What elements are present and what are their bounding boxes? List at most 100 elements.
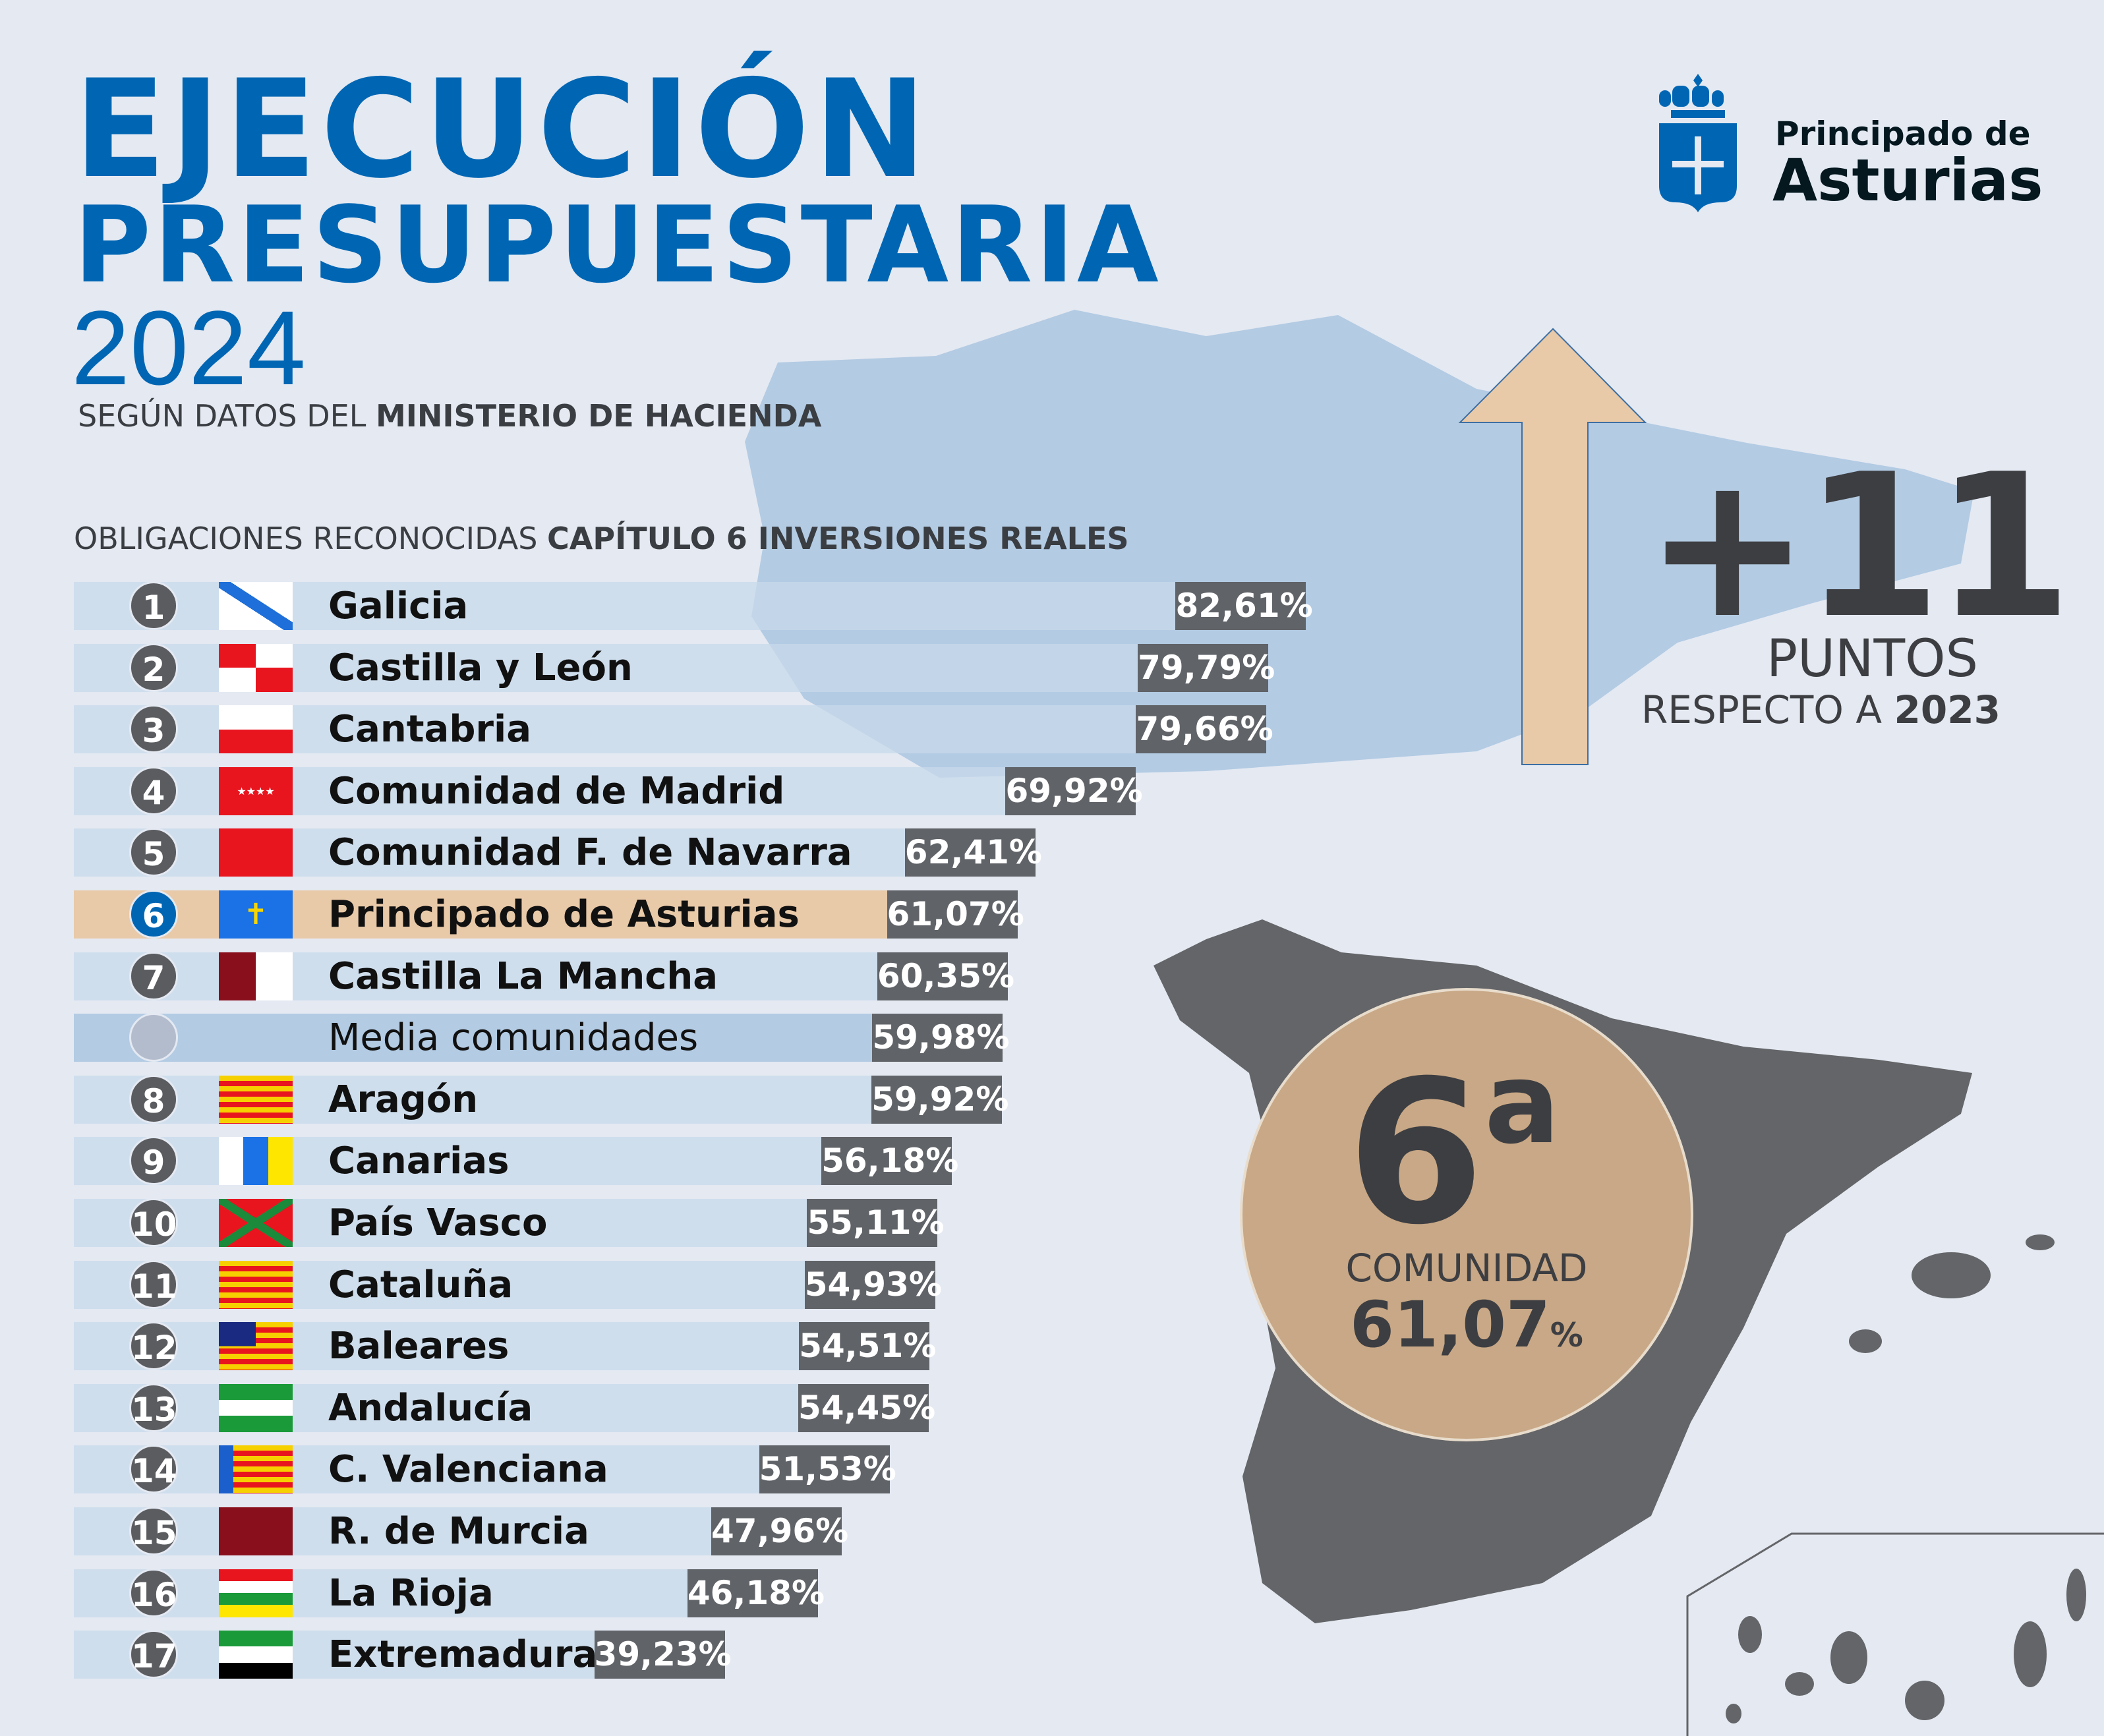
title-year: 2024 <box>71 289 306 407</box>
rank-badge: 9 <box>129 1136 178 1186</box>
value-label: 79,66% <box>1136 705 1273 754</box>
reference-year: 2023 <box>1894 687 2001 732</box>
title-line-1: EJECUCIÓN <box>74 51 931 208</box>
rank-badge: 11 <box>129 1259 178 1309</box>
ranking-badge: 6a COMUNIDAD 61,07% <box>1241 1048 1692 1360</box>
table-row: 3 Cantabria 79,66% <box>74 705 1273 754</box>
ranking-value-pct: % <box>1550 1316 1583 1354</box>
rank-badge: 12 <box>129 1321 178 1371</box>
region-name: Comunidad F. de Navarra <box>328 831 852 875</box>
value-label: 59,98% <box>872 1014 1010 1062</box>
value-label: 54,51% <box>799 1322 936 1371</box>
region-name: Andalucía <box>328 1386 533 1430</box>
ranking-number: 6 <box>1347 1038 1485 1268</box>
section-prefix: OBLIGACIONES RECONOCIDAS <box>74 521 548 556</box>
subtitle: SEGÚN DATOS DEL MINISTERIO DE HACIENDA <box>78 398 821 434</box>
region-name: Media comunidades <box>328 1016 699 1060</box>
section-heading: OBLIGACIONES RECONOCIDAS CAPÍTULO 6 INVE… <box>74 521 1129 556</box>
value-label: 69,92% <box>1005 767 1143 815</box>
delta-unit: PUNTOS <box>1767 629 1979 689</box>
value-label: 54,45% <box>798 1383 935 1432</box>
value-label: 61,07% <box>887 890 1024 939</box>
delta-points: +11 <box>1645 432 2072 662</box>
value-label: 51,53% <box>759 1445 896 1494</box>
rank-badge: 1 <box>129 581 178 630</box>
value-label: 79,79% <box>1138 643 1275 692</box>
subtitle-prefix: SEGÚN DATOS DEL <box>78 398 376 434</box>
rank-badge: 10 <box>129 1198 178 1247</box>
table-row: 7 Castilla La Mancha 60,35% <box>74 951 1014 1000</box>
ranking-ordinal: a <box>1484 1039 1560 1169</box>
rank-badge: 6 <box>129 890 178 939</box>
table-row: Media comunidades 59,98% <box>74 1013 1010 1062</box>
table-row: 5 Comunidad F. de Navarra 62,41% <box>74 828 1042 877</box>
table-row: 1 Galicia 82,61% <box>74 581 1313 630</box>
table-row: 9 Canarias 56,18% <box>74 1136 958 1186</box>
value-label: 39,23% <box>594 1631 732 1679</box>
reference-label: RESPECTO A <box>1641 687 1894 732</box>
value-label: 54,93% <box>804 1260 942 1309</box>
region-name: Castilla La Mancha <box>328 954 718 998</box>
asturias-coat-of-arms-icon <box>1659 74 1737 212</box>
subtitle-source: MINISTERIO DE HACIENDA <box>375 398 822 434</box>
flag-murcia-icon <box>219 1507 293 1555</box>
region-name: País Vasco <box>328 1201 548 1244</box>
region-name: R. de Murcia <box>328 1510 589 1553</box>
flag-cataluna-icon <box>219 1260 293 1309</box>
rank-badge <box>129 1013 178 1062</box>
rank-badge: 8 <box>129 1074 178 1124</box>
flag-andalucia-icon <box>219 1383 293 1432</box>
balearic-islands <box>2026 1234 2055 1250</box>
table-row: 11 Cataluña 54,93% <box>74 1259 942 1309</box>
flag-extremadura-icon <box>219 1631 293 1679</box>
table-row: 17 Extremadura 39,23% <box>74 1630 732 1679</box>
flag-canarias-icon <box>219 1137 293 1186</box>
flag-valencia-icon <box>219 1445 293 1494</box>
flag-rioja-icon <box>219 1569 293 1617</box>
table-row: 4 ★★★★ Comunidad de Madrid 69,92% <box>74 766 1143 815</box>
region-name: La Rioja <box>328 1571 494 1615</box>
value-label: 82,61% <box>1175 582 1313 630</box>
table-row: 16 La Rioja 46,18% <box>74 1568 825 1617</box>
table-row: 8 Aragón 59,92% <box>74 1074 1008 1124</box>
ranking-label: COMUNIDAD <box>1345 1246 1588 1290</box>
table-row: 6 ✝ Principado de Asturias 61,07% <box>74 890 1024 939</box>
rank-badge: 7 <box>129 951 178 1000</box>
region-name: C. Valenciana <box>328 1448 608 1491</box>
canary-inset-frame <box>1686 1532 2104 1736</box>
value-label: 56,18% <box>821 1137 958 1186</box>
rank-badge: 15 <box>129 1507 178 1555</box>
table-row: 15 R. de Murcia 47,96% <box>74 1507 848 1555</box>
rank-badge: 5 <box>129 828 178 877</box>
flag-aragon-icon <box>219 1075 293 1124</box>
region-name: Extremadura <box>328 1633 598 1677</box>
rank-badge: 4 <box>129 766 178 815</box>
rank-badge: 16 <box>129 1568 178 1617</box>
title-line-2: PRESUPUESTARIA <box>74 183 1161 306</box>
rank-badge: 2 <box>129 643 178 692</box>
table-row: 2 Castilla y León 79,79% <box>74 643 1275 692</box>
logo-line-2: Asturias <box>1772 146 2043 214</box>
table-row: 14 C. Valenciana 51,53% <box>74 1445 896 1494</box>
balearic-islands <box>1849 1329 1882 1353</box>
rank-badge: 13 <box>129 1383 178 1432</box>
region-name: Canarias <box>328 1140 510 1183</box>
value-label: 62,41% <box>904 828 1042 877</box>
balearic-islands <box>1912 1252 1991 1298</box>
region-name: Galicia <box>328 585 469 627</box>
value-label: 46,18% <box>687 1569 825 1617</box>
logo-line-1: Principado de <box>1775 115 2031 153</box>
region-name: Principado de Asturias <box>328 893 800 936</box>
region-name: Baleares <box>328 1325 510 1368</box>
table-row: 10 País Vasco 55,11% <box>74 1198 945 1247</box>
value-label: 59,92% <box>871 1075 1008 1124</box>
flag-madrid-icon: ★★★★ <box>219 767 293 815</box>
value-label: 47,96% <box>711 1507 848 1555</box>
flag-cyl-icon <box>219 643 293 692</box>
rank-badge: 17 <box>129 1630 178 1679</box>
table-row: 13 Andalucía 54,45% <box>74 1383 935 1432</box>
table-row: 12 Baleares 54,51% <box>74 1321 936 1371</box>
rank-badge: 14 <box>129 1445 178 1494</box>
flag-pv-icon <box>219 1199 293 1247</box>
flag-clm-icon <box>219 952 293 1000</box>
